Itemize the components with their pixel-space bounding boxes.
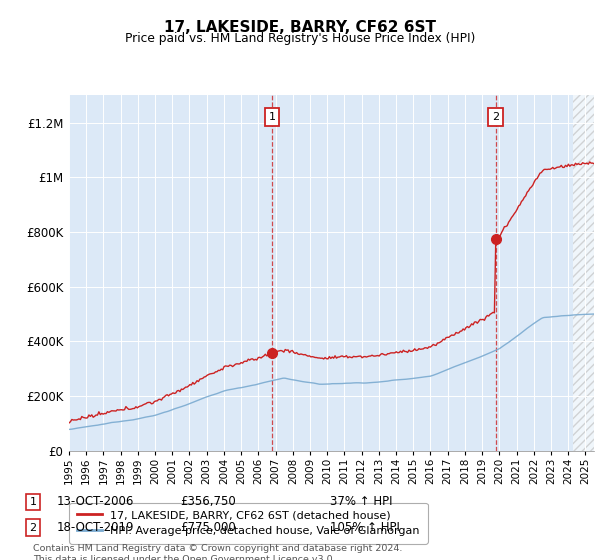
Text: 17, LAKESIDE, BARRY, CF62 6ST: 17, LAKESIDE, BARRY, CF62 6ST — [164, 20, 436, 35]
Text: 1: 1 — [29, 497, 37, 507]
Text: 2: 2 — [492, 112, 499, 122]
Text: 1: 1 — [268, 112, 275, 122]
Text: Price paid vs. HM Land Registry's House Price Index (HPI): Price paid vs. HM Land Registry's House … — [125, 32, 475, 45]
Text: 2: 2 — [29, 522, 37, 533]
Text: 18-OCT-2019: 18-OCT-2019 — [57, 521, 134, 534]
Text: £775,000: £775,000 — [180, 521, 236, 534]
Text: 37% ↑ HPI: 37% ↑ HPI — [330, 495, 392, 508]
Legend: 17, LAKESIDE, BARRY, CF62 6ST (detached house), HPI: Average price, detached hou: 17, LAKESIDE, BARRY, CF62 6ST (detached … — [70, 502, 428, 544]
Text: £356,750: £356,750 — [180, 495, 236, 508]
Text: Contains HM Land Registry data © Crown copyright and database right 2024.
This d: Contains HM Land Registry data © Crown c… — [33, 544, 403, 560]
Text: 13-OCT-2006: 13-OCT-2006 — [57, 495, 134, 508]
Text: 105% ↑ HPI: 105% ↑ HPI — [330, 521, 400, 534]
